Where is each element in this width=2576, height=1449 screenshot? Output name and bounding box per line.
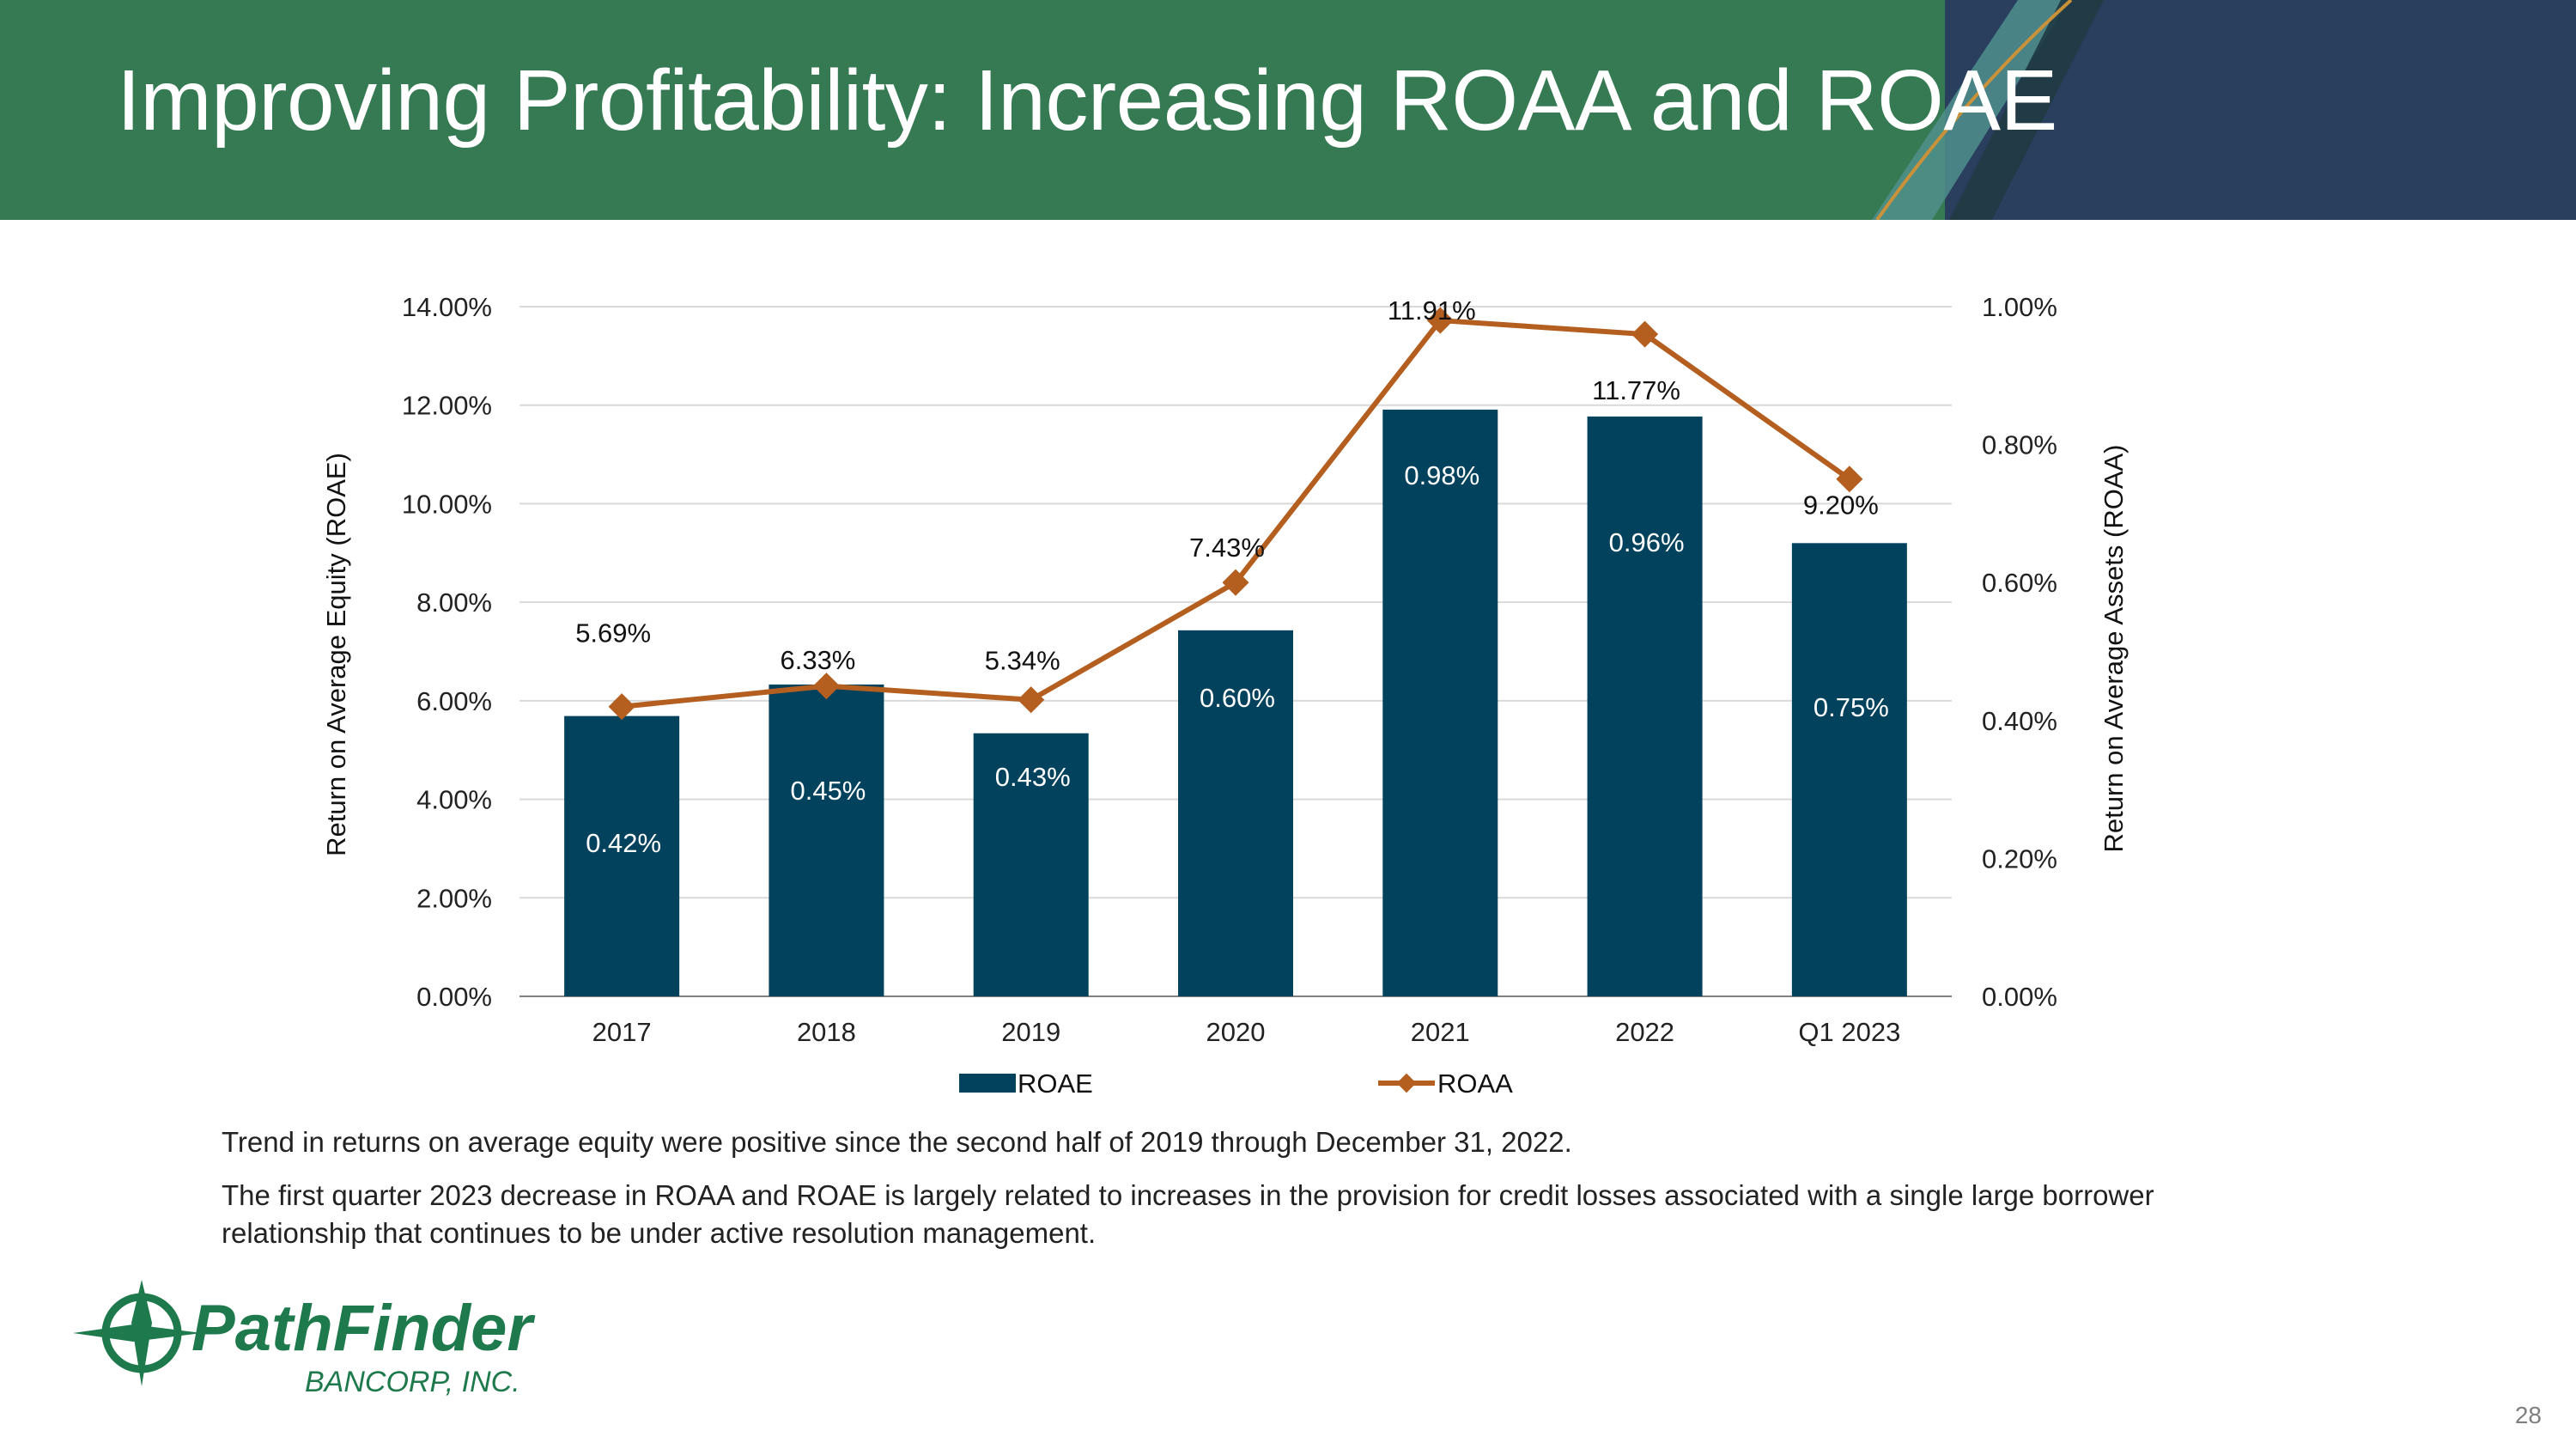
y-left-tick-label: 14.00% (402, 292, 492, 322)
slide-number: 28 (2514, 1402, 2542, 1428)
bar (973, 733, 1089, 996)
x-tick-label: 2021 (1411, 1017, 1470, 1047)
commentary-paragraph-1: Trend in returns on average equity were … (222, 1126, 1572, 1158)
line-data-label: 0.45% (790, 776, 866, 806)
legend-label-roae: ROAE (1018, 1068, 1093, 1099)
roaa-marker (1836, 466, 1863, 493)
y-left-tick-label: 8.00% (416, 588, 492, 618)
pathfinder-logo: PathFinder BANCORP, INC. (73, 1280, 536, 1398)
bar (1382, 409, 1498, 996)
logo-wordmark: PathFinder (191, 1292, 536, 1365)
bar (564, 715, 680, 996)
line-data-label: 0.75% (1814, 692, 1889, 722)
chart-data-labels: 5.69% 6.33% 5.34% 7.43% 11.91% 11.77% 9.20% 0.4… (575, 295, 1889, 858)
line-data-label: 0.96% (1609, 527, 1685, 557)
bar (769, 684, 884, 996)
roaa-marker (1018, 686, 1045, 714)
bar-data-label: 11.91% (1388, 295, 1476, 326)
line-data-label: 0.98% (1404, 460, 1479, 490)
y-right-tick-label: 0.40% (1982, 706, 2057, 736)
bar-data-label: 7.43% (1189, 533, 1265, 563)
y-right-tick-label: 0.00% (1982, 982, 2057, 1012)
bar (1178, 630, 1293, 996)
x-tick-label: 2018 (797, 1017, 856, 1047)
x-tick-label: 2019 (1001, 1017, 1060, 1047)
y-left-tick-label: 10.00% (402, 489, 492, 519)
compass-icon (73, 1280, 202, 1386)
legend-swatch-roaa-marker (1396, 1073, 1417, 1093)
chart-legend: ROAE ROAA (959, 1068, 1513, 1099)
y-left-tick-label: 12.00% (402, 391, 492, 421)
x-tick-label: Q1 2023 (1798, 1017, 1900, 1047)
y-right-tick-label: 0.60% (1982, 568, 2057, 598)
x-tick-label: 2020 (1206, 1017, 1266, 1047)
x-tick-label: 2017 (592, 1017, 652, 1047)
bar-data-label: 5.69% (575, 618, 651, 648)
y-left-tick-label: 6.00% (416, 686, 492, 716)
y-axis-right-title: Return on Average Assets (ROAA) (2099, 445, 2129, 853)
y-left-tick-label: 4.00% (416, 785, 492, 815)
y-right-tick-label: 1.00% (1982, 292, 2057, 322)
bar (1587, 416, 1703, 996)
header-decoration (1872, 0, 2576, 220)
bar-data-label: 6.33% (780, 645, 855, 675)
header-gold-stroke (1875, 0, 2073, 220)
legend-label-roaa: ROAA (1437, 1068, 1513, 1099)
y-axis-left-title: Return on Average Equity (ROAE) (321, 453, 351, 856)
roaa-marker (1426, 307, 1454, 334)
chart-bars (564, 409, 1907, 996)
header-dark-swoosh (1949, 0, 2104, 220)
logo-tagline: BANCORP, INC. (305, 1366, 520, 1398)
y-left-tick-label: 2.00% (416, 883, 492, 913)
y-right-tick-label: 0.80% (1982, 430, 2057, 460)
line-data-label: 0.43% (995, 762, 1071, 792)
line-data-label: 0.60% (1200, 683, 1275, 713)
roaa-marker (1631, 320, 1659, 348)
bar (1791, 543, 1907, 996)
bar-data-label: 11.77% (1592, 375, 1680, 405)
line-data-label: 0.42% (586, 828, 661, 858)
commentary: Trend in returns on average equity were … (222, 1123, 2162, 1268)
x-tick-label: 2022 (1615, 1017, 1674, 1047)
bar-data-label: 9.20% (1803, 490, 1879, 520)
page-title: Improving Profitability: Increasing ROAA… (117, 52, 2057, 149)
chart-ticks: 0.00% 2.00% 4.00% 6.00% 8.00% 10.00% 12.00% 14.… (402, 292, 2057, 1047)
bar-data-label: 5.34% (985, 646, 1060, 676)
legend-swatch-roae (959, 1074, 1016, 1093)
y-right-tick-label: 0.20% (1982, 843, 2057, 874)
commentary-paragraph-2: The first quarter 2023 decrease in ROAA … (222, 1179, 2154, 1249)
y-left-tick-label: 0.00% (416, 982, 492, 1012)
header-teal-swoosh (1872, 0, 2069, 220)
roaa-marker (608, 693, 635, 721)
